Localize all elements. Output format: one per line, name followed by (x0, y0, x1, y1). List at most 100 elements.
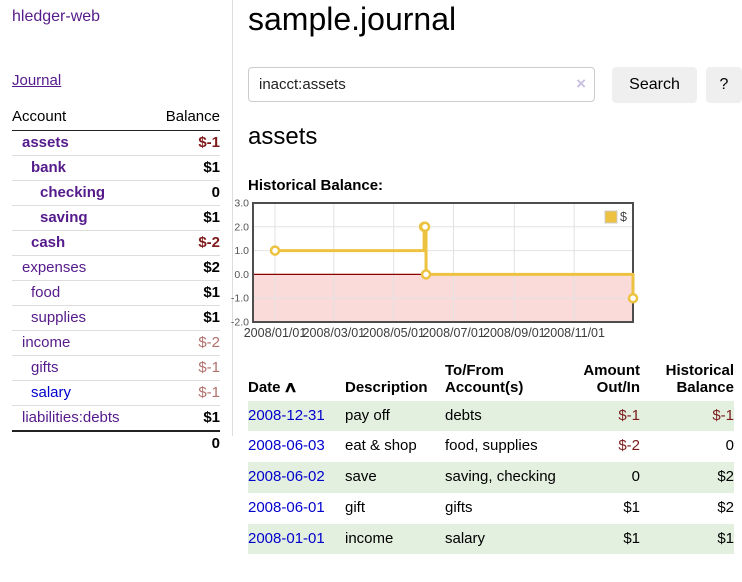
svg-text:2008/09/01: 2008/09/01 (483, 326, 546, 340)
account-balance: $1 (150, 205, 220, 231)
account-balance: $1 (150, 405, 220, 431)
sort-asc-icon: ∧ (282, 379, 298, 397)
account-link-assets[interactable]: assets (22, 134, 69, 151)
svg-text:-1.0: -1.0 (231, 293, 249, 305)
transaction-balance: $2 (717, 468, 734, 485)
historical-balance-chart: 3.0 2.0 1.0 0.0 -1.0 -2.0 2008/01/01 2008/03/01… (230, 196, 742, 348)
account-balance: $-1 (150, 355, 220, 381)
transaction-accounts: salary (445, 529, 486, 547)
account-heading: assets (248, 123, 318, 150)
transaction-date-link[interactable]: 2008-06-03 (248, 437, 325, 455)
account-row: expenses $2 (12, 255, 220, 281)
main-content: sample.journal × Search ? assets Histori… (231, 0, 742, 582)
search-input[interactable] (248, 67, 595, 102)
accounts-header-balance: Balance (150, 105, 220, 131)
register-row: 2008-06-03 eat & shop food, supplies $-2… (248, 431, 734, 462)
account-link-food[interactable]: food (31, 284, 61, 301)
account-row: bank $1 (12, 155, 220, 181)
account-row: gifts $-1 (12, 355, 220, 381)
account-balance: $-1 (150, 380, 220, 406)
transaction-balance: 0 (725, 437, 734, 455)
account-row: liabilities:debts $1 (12, 405, 220, 431)
svg-text:2008/03/01: 2008/03/01 (303, 326, 366, 340)
register-header-date[interactable]: Date ∧ (248, 379, 298, 397)
app-title-link[interactable]: hledger-web (12, 8, 101, 25)
account-balance: $-1 (198, 134, 220, 151)
chart-label: Historical Balance: (248, 177, 384, 194)
account-row: assets $-1 (12, 131, 220, 156)
account-balance: $1 (150, 155, 220, 181)
svg-text:-2.0: -2.0 (231, 317, 249, 329)
register-row: 2008-12-31 pay off debts $-1 $-1 (248, 400, 734, 432)
svg-text:2008/07/01: 2008/07/01 (422, 326, 485, 340)
account-row: checking 0 (12, 180, 220, 206)
register-header-accounts: To/From Account(s) (445, 362, 524, 397)
account-balance: $-2 (150, 230, 220, 256)
transaction-balance: $1 (717, 529, 734, 547)
transaction-date-link[interactable]: 2008-06-02 (248, 468, 325, 485)
accounts-total-row: 0 (12, 430, 220, 456)
account-link-checking[interactable]: checking (40, 184, 106, 201)
account-link-gifts[interactable]: gifts (31, 359, 59, 376)
search-button[interactable]: Search (612, 67, 697, 103)
account-link-salary[interactable]: salary (31, 384, 72, 401)
svg-text:$: $ (620, 210, 627, 224)
transaction-balance: $-1 (712, 406, 734, 424)
sidebar: hledger-web Journal Account Balance asse… (0, 0, 233, 456)
account-balance: 0 (150, 180, 220, 206)
transaction-amount: $-2 (618, 437, 640, 455)
register-header-description: Description (345, 379, 428, 397)
search-field-wrap: × (248, 67, 595, 102)
transaction-amount: $1 (623, 529, 640, 547)
transaction-accounts: food, supplies (445, 437, 538, 455)
transaction-accounts: gifts (445, 498, 473, 516)
register-row: 2008-06-02 save saving, checking 0 $2 (248, 462, 734, 493)
accounts-table: Account Balance assets $-1 bank $1 checkin… (12, 105, 220, 456)
account-balance: $-2 (150, 330, 220, 356)
account-link-cash[interactable]: cash (31, 234, 66, 251)
account-row: saving $1 (12, 205, 220, 231)
transaction-description: income (345, 529, 394, 547)
account-link-saving[interactable]: saving (40, 209, 88, 226)
nav-journal-link[interactable]: Journal (12, 72, 62, 89)
transaction-date-link[interactable]: 2008-06-01 (248, 498, 325, 516)
svg-text:2.0: 2.0 (234, 221, 249, 233)
svg-text:2008/01/01: 2008/01/01 (244, 326, 307, 340)
transaction-description: gift (345, 498, 366, 516)
transaction-amount: $1 (623, 498, 640, 516)
transaction-description: pay off (345, 406, 390, 424)
accounts-header-account: Account (12, 105, 151, 131)
account-link-expenses[interactable]: expenses (22, 259, 87, 276)
account-balance: $1 (150, 305, 220, 331)
account-link-supplies[interactable]: supplies (31, 309, 87, 326)
account-balance: $1 (150, 280, 220, 306)
svg-text:0.0: 0.0 (234, 269, 249, 281)
svg-text:3.0: 3.0 (234, 198, 249, 210)
account-link-income[interactable]: income (22, 334, 71, 351)
transaction-accounts: saving, checking (445, 468, 556, 485)
account-row: cash $-2 (12, 230, 220, 256)
register-row: 2008-01-01 income salary $1 $1 (248, 523, 734, 555)
transaction-date-link[interactable]: 2008-12-31 (248, 406, 325, 424)
help-button[interactable]: ? (706, 67, 742, 103)
clear-search-icon[interactable]: × (576, 74, 586, 93)
register-table: Date ∧ Description To/From Account(s) Am… (248, 360, 734, 555)
register-header-amount: Amount Out/In (583, 362, 640, 397)
account-link-liabilities-debts[interactable]: liabilities:debts (22, 409, 120, 426)
svg-text:2008/05/01: 2008/05/01 (362, 326, 425, 340)
accounts-total-value: 0 (150, 430, 220, 456)
account-link-bank[interactable]: bank (31, 159, 67, 176)
account-row: supplies $1 (12, 305, 220, 331)
svg-text:2008/11/01: 2008/11/01 (543, 326, 605, 340)
transaction-accounts: debts (445, 406, 482, 424)
register-header-balance: Historical Balance (665, 362, 734, 397)
transaction-date-link[interactable]: 2008-01-01 (248, 529, 325, 547)
transaction-description: eat & shop (345, 437, 417, 455)
register-row: 2008-06-01 gift gifts $1 $2 (248, 493, 734, 524)
transaction-amount: $-1 (618, 406, 640, 424)
journal-title: sample.journal (248, 1, 457, 37)
chart-canvas: 3.0 2.0 1.0 0.0 -1.0 -2.02008/01/012008/03/01… (231, 198, 639, 340)
account-row: food $1 (12, 280, 220, 306)
account-row: income $-2 (12, 330, 220, 356)
